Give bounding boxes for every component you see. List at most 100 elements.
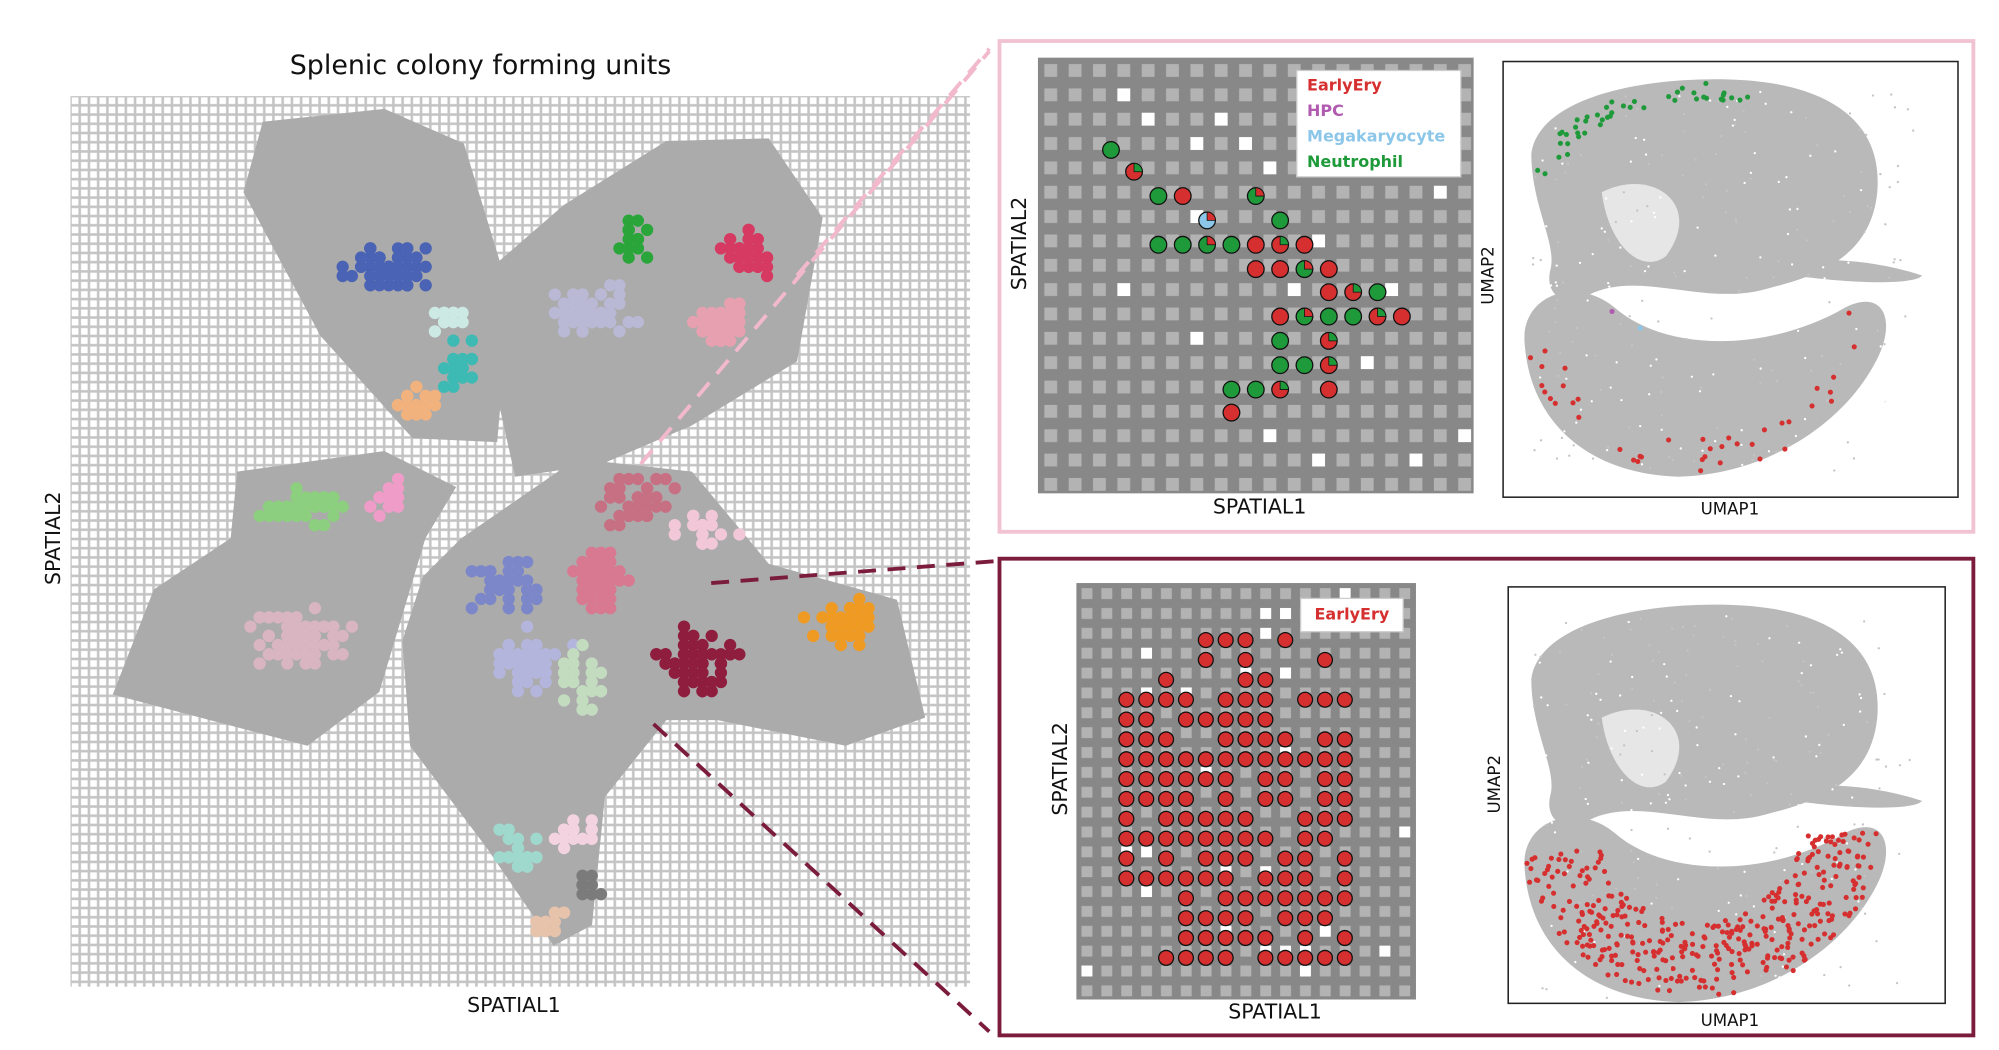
cluster-dot <box>585 592 598 606</box>
umap-point <box>1773 758 1776 762</box>
spot <box>1237 731 1254 748</box>
spot <box>1158 949 1175 966</box>
umap-point <box>1580 952 1586 958</box>
cluster-dot <box>502 638 515 652</box>
umap-point <box>1779 944 1785 950</box>
cluster-dot <box>447 362 460 375</box>
cluster-dot <box>834 629 848 642</box>
umap-point <box>1555 457 1559 460</box>
umap-point <box>1820 884 1826 890</box>
cluster-dot <box>742 260 755 273</box>
umap-point <box>1712 373 1715 376</box>
cluster-dot <box>299 638 312 652</box>
spot <box>1297 890 1314 907</box>
umap-point <box>1814 907 1820 913</box>
cluster-dot <box>742 242 755 255</box>
umap-point <box>1843 194 1846 198</box>
umap-point <box>1818 743 1821 747</box>
umap-point <box>1704 183 1708 186</box>
umap-point <box>1649 466 1652 469</box>
umap-point <box>1910 992 1913 995</box>
connectors <box>639 47 995 1033</box>
cluster-dot <box>613 242 626 255</box>
umap-point <box>1699 386 1703 389</box>
spot <box>1237 631 1254 649</box>
umap-point <box>1812 691 1815 694</box>
cluster-dot <box>677 657 691 670</box>
spot <box>1257 711 1274 728</box>
umap-point <box>1628 934 1635 940</box>
umap-point <box>1722 917 1728 924</box>
spot <box>1217 929 1234 947</box>
umap-point <box>1564 940 1570 946</box>
cluster-dot <box>290 491 303 504</box>
cluster-dot <box>640 509 654 523</box>
umap-point <box>1772 756 1775 759</box>
cluster-dot <box>677 675 691 689</box>
cluster-dot <box>594 288 608 301</box>
umap-point <box>1614 942 1620 948</box>
umap-point <box>1759 256 1762 259</box>
umap-point <box>1727 901 1730 904</box>
umap-point <box>1666 793 1670 797</box>
x-axis-label: SPATIAL1 <box>1228 999 1322 1023</box>
umap-point <box>1630 849 1633 852</box>
cluster-dot <box>401 408 414 421</box>
umap-point <box>1612 952 1618 958</box>
spot <box>1177 790 1195 808</box>
umap-point <box>1876 329 1879 332</box>
cluster-dot <box>465 371 478 384</box>
umap-point <box>1789 793 1793 796</box>
spot <box>1177 771 1195 788</box>
cluster-dot <box>327 638 340 652</box>
cluster-dot <box>696 537 709 550</box>
umap-point <box>1541 159 1544 162</box>
empty-spot <box>1081 965 1093 977</box>
cluster-dot <box>511 648 525 661</box>
umap-point <box>1801 862 1804 866</box>
umap-point <box>1580 765 1584 769</box>
cluster-dot <box>511 841 525 855</box>
umap-point <box>1630 808 1633 812</box>
cluster-dot <box>677 629 691 642</box>
umap-point <box>1821 877 1827 883</box>
cluster-dot <box>723 242 737 255</box>
umap-point <box>1879 725 1882 728</box>
umap-point <box>1607 446 1610 449</box>
cluster-dot <box>650 500 663 513</box>
umap-point <box>1797 680 1800 683</box>
cluster-dot <box>567 675 580 689</box>
umap-point <box>1745 894 1748 898</box>
umap-point <box>1638 454 1645 460</box>
umap-point <box>1545 225 1548 228</box>
cluster-dot <box>567 648 580 661</box>
cluster-dot <box>760 251 774 264</box>
spot <box>1277 850 1294 867</box>
umap-point <box>1658 984 1661 988</box>
umap-point <box>1665 926 1671 932</box>
cluster-dot <box>853 629 866 642</box>
spot <box>1118 731 1135 748</box>
umap-point <box>1878 787 1881 790</box>
cluster-dot <box>622 232 635 246</box>
cluster-dot <box>843 602 857 615</box>
cluster-dot <box>548 832 562 845</box>
spot <box>1158 830 1175 847</box>
umap-point <box>1650 902 1653 905</box>
spot <box>1257 830 1274 847</box>
umap-point <box>1855 853 1861 859</box>
empty-spot <box>1214 112 1228 126</box>
cluster-dot <box>733 528 746 541</box>
empty-spot <box>1379 945 1391 957</box>
connector <box>639 50 991 466</box>
cluster-dot <box>382 269 395 283</box>
umap-point <box>1660 940 1666 946</box>
umap-point <box>1579 909 1585 916</box>
umap-point <box>1799 936 1805 942</box>
umap-point <box>1799 893 1805 899</box>
empty-spot <box>1280 608 1292 619</box>
umap-point <box>1787 443 1790 447</box>
cluster-dot <box>327 500 340 513</box>
umap-point <box>1832 220 1835 223</box>
spot-pie <box>1246 260 1265 279</box>
